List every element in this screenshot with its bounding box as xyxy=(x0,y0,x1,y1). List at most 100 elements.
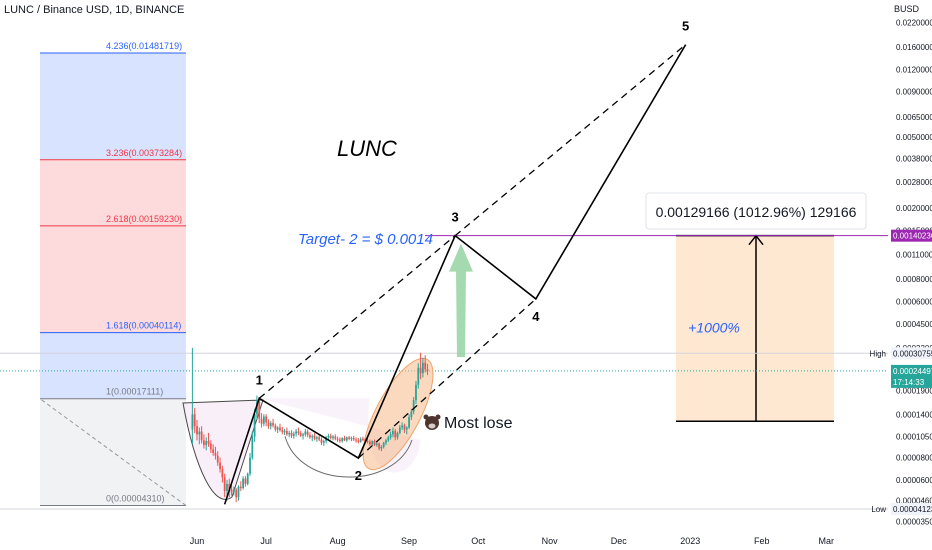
target-label: Target- 2 = $ 0.0014 xyxy=(298,231,433,248)
candle-body xyxy=(343,438,346,441)
candle-body xyxy=(302,434,304,436)
candle-body xyxy=(375,443,378,446)
candle-body xyxy=(341,438,344,442)
candle-body xyxy=(311,435,314,438)
fib-level-label: 3.236(0.00373284) xyxy=(106,148,182,158)
candle-body xyxy=(371,441,374,445)
high-price-badge-bg xyxy=(891,347,932,360)
candle-body xyxy=(276,427,279,430)
candle-body xyxy=(315,437,318,439)
channel-upper-1 xyxy=(258,235,456,399)
candle-body xyxy=(209,443,212,450)
candle-body xyxy=(415,384,417,401)
candle-body xyxy=(306,431,309,436)
candle-body xyxy=(212,449,215,453)
candle-body xyxy=(269,423,272,427)
candle-body xyxy=(421,362,424,374)
candle-body xyxy=(378,443,380,449)
time-tick-label: Feb xyxy=(754,536,770,546)
candle-body xyxy=(299,432,302,436)
candle-body xyxy=(228,483,231,490)
candle-body xyxy=(226,483,228,492)
candle-body xyxy=(313,435,316,439)
time-tick-label: Aug xyxy=(330,536,346,546)
candle-body xyxy=(327,435,330,438)
fib-level-label: 0(0.00004310) xyxy=(106,494,165,504)
candle-body xyxy=(362,438,364,440)
candle-body xyxy=(297,431,300,433)
candle-body xyxy=(193,414,196,427)
candle-body xyxy=(288,432,291,435)
candle-body xyxy=(235,489,238,498)
candle-body xyxy=(332,436,334,439)
fib-level-label: 1.618(0.00040114) xyxy=(106,321,181,331)
target-price-badge: 0.00140236 xyxy=(893,232,932,241)
symbol-title: LUNC / Binance USD, 1D, BINANCE xyxy=(4,4,185,16)
wave-label-3: 3 xyxy=(452,210,459,225)
candle-body xyxy=(214,452,217,456)
candle-body xyxy=(419,367,422,374)
fib-extension[interactable]: 4.236(0.01481719) 3.236(0.00373284) 2.618(… xyxy=(39,41,187,507)
range-box xyxy=(676,235,834,422)
low-price-badge: 0.00004123 xyxy=(893,505,932,514)
time-tick-label: 2023 xyxy=(680,536,700,546)
fib-zone xyxy=(40,52,186,160)
most-lose-note: Most lose xyxy=(423,414,513,432)
candle-body xyxy=(410,411,413,418)
candle-body xyxy=(389,434,392,438)
candle-body xyxy=(265,416,268,423)
candle-body xyxy=(373,441,376,446)
candle-body xyxy=(322,441,325,443)
price-tick-label: 0.00003500 xyxy=(896,518,932,527)
price-range-tool[interactable]: +1000% xyxy=(676,234,834,422)
time-axis[interactable]: Jun Jul Aug Sep Oct Nov Dec 2023 Feb Mar xyxy=(190,536,834,546)
elliott-wave-drawing[interactable]: 1 2 3 4 5 xyxy=(223,19,690,505)
candle-body xyxy=(242,478,244,489)
candle-body xyxy=(424,362,427,370)
currency-label: BUSD xyxy=(894,4,920,14)
candle-body xyxy=(339,439,341,442)
candle-body xyxy=(398,427,401,433)
current-price-badge: 0.00024497 xyxy=(893,367,932,376)
green-up-arrow[interactable] xyxy=(449,243,473,357)
fib-level-label: 1(0.00017111) xyxy=(106,387,163,397)
time-tick-label: Jul xyxy=(260,536,272,546)
cup-pattern-shape[interactable] xyxy=(182,399,264,500)
candle-body xyxy=(380,446,383,449)
wave-label-5: 5 xyxy=(682,19,689,34)
candle-body xyxy=(334,436,337,439)
candle-body xyxy=(207,441,210,444)
candle-body xyxy=(246,473,249,484)
low-tag: Low xyxy=(871,505,886,514)
chart-title: LUNC xyxy=(337,136,397,161)
candle-body xyxy=(405,427,408,430)
candle-body xyxy=(232,489,235,493)
candle-body xyxy=(345,437,348,441)
candle-body xyxy=(253,414,256,437)
candle-body xyxy=(290,432,293,436)
countdown-badge: 17:14:33 xyxy=(893,378,925,387)
candle-body xyxy=(396,432,399,438)
candle-body xyxy=(251,436,254,458)
high-tag: High xyxy=(870,349,886,358)
wave-label-2: 2 xyxy=(355,468,362,483)
measure-tooltip: 0.00129166 (1012.96%) 129166 xyxy=(645,192,867,230)
candle-body xyxy=(382,442,385,447)
candle-body xyxy=(292,433,295,436)
candle-body xyxy=(258,401,261,419)
candle-body xyxy=(357,440,360,442)
candle-body xyxy=(267,422,270,427)
candle-body xyxy=(281,430,284,433)
